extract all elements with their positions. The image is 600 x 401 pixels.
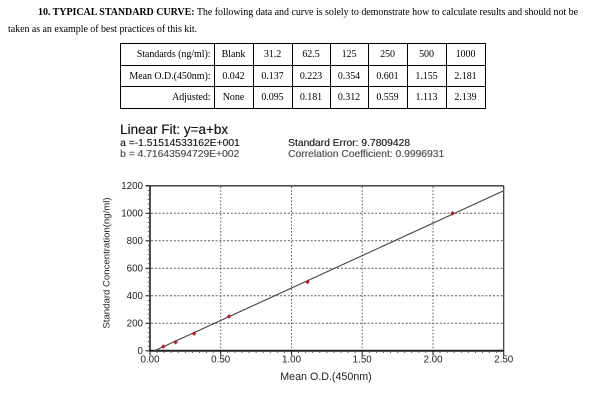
svg-text:Standard Concentration(ng/ml): Standard Concentration(ng/ml)	[102, 197, 113, 328]
svg-text:200: 200	[127, 319, 144, 330]
svg-text:1000: 1000	[121, 209, 143, 220]
svg-text:0.50: 0.50	[211, 354, 231, 365]
svg-text:400: 400	[127, 291, 144, 302]
svg-text:1200: 1200	[121, 181, 143, 192]
svg-text:2.00: 2.00	[423, 354, 443, 365]
svg-text:0: 0	[138, 346, 144, 357]
svg-text:1.50: 1.50	[353, 354, 373, 365]
svg-text:2.50: 2.50	[494, 354, 514, 365]
svg-text:800: 800	[127, 236, 144, 247]
svg-text:600: 600	[127, 264, 144, 275]
svg-text:1.00: 1.00	[282, 354, 302, 365]
svg-text:0.00: 0.00	[140, 354, 160, 365]
svg-text:Mean O.D.(450nm): Mean O.D.(450nm)	[280, 371, 371, 383]
